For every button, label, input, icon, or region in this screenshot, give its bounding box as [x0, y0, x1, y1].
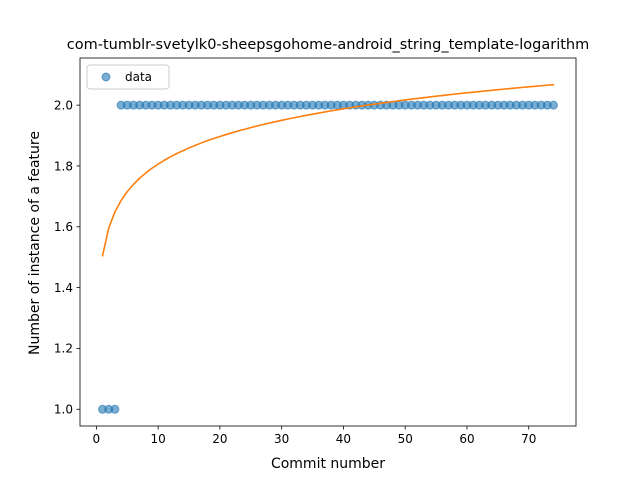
y-tick-label: 1.4 — [54, 281, 73, 295]
x-tick-label: 30 — [274, 432, 289, 446]
x-axis-label: Commit number — [271, 456, 385, 472]
y-tick-label: 2.0 — [54, 98, 73, 112]
legend-marker — [101, 72, 111, 82]
y-tick-label: 1.8 — [54, 159, 73, 173]
x-tick-label: 70 — [521, 432, 536, 446]
plot-area — [98, 83, 558, 414]
y-axis-label: Number of instance of a feature — [27, 131, 43, 355]
x-tick-label: 40 — [336, 432, 351, 446]
data-point — [110, 404, 120, 414]
axes-frame — [79, 57, 577, 427]
fit-line — [101, 83, 555, 257]
x-tick-label: 50 — [398, 432, 413, 446]
legend-box — [86, 64, 170, 90]
data-point — [548, 100, 558, 110]
x-tick-label: 60 — [459, 432, 474, 446]
y-tick-label: 1.2 — [54, 342, 73, 356]
legend-label: data — [125, 70, 152, 84]
x-tick-label: 10 — [150, 432, 165, 446]
y-tick-label: 1.0 — [54, 403, 73, 417]
chart-title: com-tumblr-svetylk0-sheepsgohome-android… — [67, 37, 589, 53]
legend: data — [86, 64, 170, 90]
axes: 0 10 20 30 40 50 60 70 1.0 1.2 1.4 1.6 1.8 2.0 — [54, 57, 577, 446]
x-tick-label: 20 — [212, 432, 227, 446]
y-tick-label: 1.6 — [54, 220, 73, 234]
x-tick-label: 0 — [93, 432, 101, 446]
